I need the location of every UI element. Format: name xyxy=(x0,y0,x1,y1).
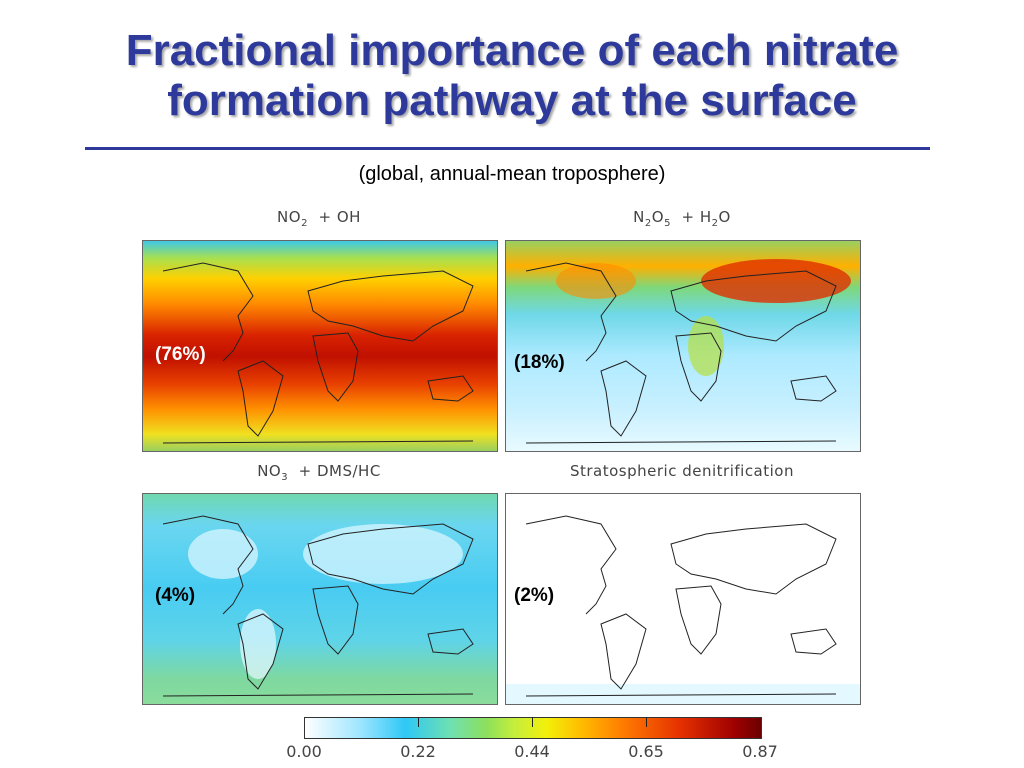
map-stratospheric-denitrification xyxy=(505,493,861,705)
percent-n2o5-h2o: (18%) xyxy=(514,352,565,373)
colorbar-label: 0.00 xyxy=(286,742,322,761)
colorbar-label: 0.44 xyxy=(514,742,550,761)
panel-title-no2-oh: NO2 + OH xyxy=(277,208,361,229)
map-no3-dms-hc xyxy=(142,493,498,705)
colorbar-tick xyxy=(418,717,419,727)
panel-title-stratospheric: Stratospheric denitrification xyxy=(569,462,794,480)
colorbar-tick xyxy=(646,717,647,727)
percent-stratospheric: (2%) xyxy=(514,585,555,606)
panel-title-no3-dms-hc: NO3 + DMS/HC xyxy=(257,462,381,483)
title-underline xyxy=(85,147,930,150)
slide-title-line1: Fractional importance of each nitrate xyxy=(125,26,899,75)
panel-title-n2o5-h2o: N2O5 + H2O xyxy=(633,208,731,229)
colorbar-tick xyxy=(532,717,533,727)
percent-no3-dms-hc: (4%) xyxy=(155,585,196,606)
percent-no2-oh: (76%) xyxy=(155,344,206,365)
colorbar xyxy=(304,717,762,739)
slide-title-line2: formation pathway at the surface xyxy=(167,76,857,125)
map-n2o5-h2o xyxy=(505,240,861,452)
colorbar-label: 0.22 xyxy=(400,742,436,761)
colorbar-label: 0.65 xyxy=(628,742,664,761)
slide-subtitle: (global, annual-mean troposphere) xyxy=(358,163,666,185)
map-no2-oh xyxy=(142,240,498,452)
colorbar-label: 0.87 xyxy=(742,742,778,761)
slide-title: Fractional importance of each nitrate fo… xyxy=(0,26,1024,126)
